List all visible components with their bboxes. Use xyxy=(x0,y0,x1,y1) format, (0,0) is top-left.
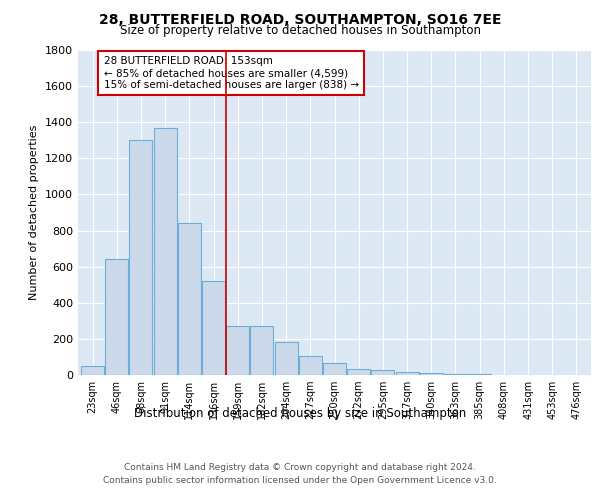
Bar xyxy=(178,224,201,375)
Text: 28, BUTTERFIELD ROAD, SOUTHAMPTON, SO16 7EE: 28, BUTTERFIELD ROAD, SOUTHAMPTON, SO16 … xyxy=(99,12,501,26)
Bar xyxy=(226,326,249,375)
Bar xyxy=(202,281,225,375)
Y-axis label: Number of detached properties: Number of detached properties xyxy=(29,125,40,300)
Bar xyxy=(81,366,104,375)
Bar xyxy=(250,326,274,375)
Text: 28 BUTTERFIELD ROAD: 153sqm
← 85% of detached houses are smaller (4,599)
15% of : 28 BUTTERFIELD ROAD: 153sqm ← 85% of det… xyxy=(104,56,359,90)
Bar xyxy=(347,368,370,375)
Bar xyxy=(299,356,322,375)
Text: Distribution of detached houses by size in Southampton: Distribution of detached houses by size … xyxy=(134,408,466,420)
Text: Size of property relative to detached houses in Southampton: Size of property relative to detached ho… xyxy=(119,24,481,37)
Bar xyxy=(130,140,152,375)
Bar xyxy=(371,370,394,375)
Bar xyxy=(275,342,298,375)
Bar xyxy=(395,372,419,375)
Text: Contains HM Land Registry data © Crown copyright and database right 2024.: Contains HM Land Registry data © Crown c… xyxy=(124,462,476,471)
Bar xyxy=(468,374,491,375)
Bar xyxy=(444,374,467,375)
Bar xyxy=(323,364,346,375)
Bar xyxy=(420,373,443,375)
Text: Contains public sector information licensed under the Open Government Licence v3: Contains public sector information licen… xyxy=(103,476,497,485)
Bar xyxy=(105,260,128,375)
Bar xyxy=(154,128,176,375)
